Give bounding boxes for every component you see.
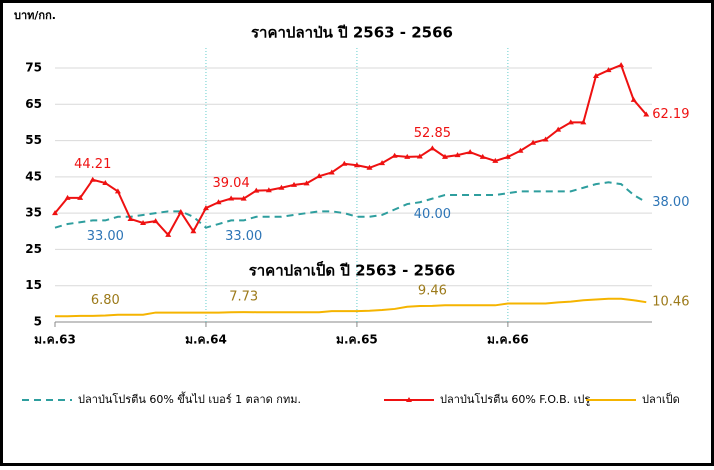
- y-axis-unit: บาท/กก.: [14, 9, 56, 22]
- marker: [492, 157, 499, 163]
- marker: [643, 111, 650, 117]
- x-tick-label: ม.ค.66: [487, 333, 529, 347]
- marker: [379, 160, 386, 166]
- marker: [64, 194, 71, 200]
- y-tick-label: 25: [25, 242, 42, 256]
- data-label: 7.73: [229, 290, 258, 305]
- marker: [580, 119, 587, 125]
- series-line: [55, 297, 647, 318]
- marker: [190, 228, 197, 234]
- y-tick-label: 45: [25, 169, 42, 183]
- marker: [416, 153, 423, 159]
- marker: [140, 219, 147, 225]
- marker: [202, 205, 209, 211]
- marker: [467, 149, 474, 155]
- data-label: 44.21: [74, 157, 111, 172]
- y-tick-label: 55: [25, 133, 42, 147]
- marker: [228, 195, 235, 201]
- y-tick-label: 15: [25, 278, 42, 292]
- marker: [152, 218, 159, 224]
- data-label: 6.80: [91, 293, 120, 308]
- marker: [605, 67, 612, 73]
- marker: [441, 153, 448, 159]
- marker: [303, 180, 310, 186]
- marker: [391, 152, 398, 158]
- data-label: 9.46: [418, 283, 447, 298]
- marker: [127, 215, 134, 221]
- data-label: 52.85: [414, 126, 451, 141]
- marker: [114, 188, 121, 194]
- marker: [592, 72, 599, 78]
- marker: [555, 126, 562, 132]
- marker: [454, 152, 461, 158]
- marker: [177, 209, 184, 215]
- marker: [89, 176, 96, 182]
- marker: [618, 62, 625, 68]
- legend-label: ปลาป่นโปรตีน 60% ขึ้นไป เบอร์ 1 ตลาด กทม…: [78, 391, 301, 406]
- marker: [530, 139, 537, 145]
- data-label: 38.00: [652, 195, 689, 210]
- chart-title: ราคาปลาป่น ปี 2563 - 2566: [251, 24, 453, 42]
- marker: [404, 153, 411, 159]
- marker: [102, 180, 109, 186]
- y-tick-label: 75: [25, 61, 42, 75]
- marker: [353, 162, 360, 168]
- series-line: [54, 63, 648, 237]
- marker: [504, 153, 511, 159]
- y-tick-label: 35: [25, 206, 42, 220]
- y-tick-label: 5: [34, 315, 42, 329]
- data-label: 62.19: [652, 107, 689, 122]
- series-line: [54, 181, 647, 229]
- marker: [542, 136, 549, 142]
- marker: [429, 145, 436, 151]
- data-label: 33.00: [225, 229, 262, 244]
- marker: [278, 184, 285, 190]
- marker: [479, 153, 486, 159]
- data-label: 10.46: [652, 295, 689, 310]
- marker: [328, 169, 335, 175]
- marker: [366, 164, 373, 170]
- marker: [341, 160, 348, 166]
- marker: [316, 173, 323, 179]
- data-label: 40.00: [414, 207, 451, 222]
- marker: [253, 187, 260, 193]
- x-tick-label: ม.ค.65: [336, 333, 378, 347]
- data-label: 33.00: [87, 229, 124, 244]
- legend-label: ปลาเป็ด: [642, 392, 680, 406]
- chart-subtitle: ราคาปลาเป็ด ปี 2563 - 2566: [249, 261, 456, 280]
- x-tick-label: ม.ค.63: [34, 333, 76, 347]
- legend-marker: [406, 397, 412, 402]
- marker: [517, 147, 524, 153]
- marker: [291, 181, 298, 187]
- y-tick-label: 65: [25, 97, 42, 111]
- legend-label: ปลาป่นโปรตีน 60% F.O.B. เปรู: [440, 392, 590, 406]
- marker: [265, 187, 272, 193]
- marker: [165, 231, 172, 237]
- data-label: 39.04: [213, 176, 250, 191]
- marker: [240, 195, 247, 201]
- marker: [630, 96, 637, 102]
- x-tick-label: ม.ค.64: [185, 333, 227, 347]
- marker: [215, 199, 222, 205]
- marker: [567, 119, 574, 125]
- marker: [52, 210, 58, 216]
- marker: [77, 194, 84, 200]
